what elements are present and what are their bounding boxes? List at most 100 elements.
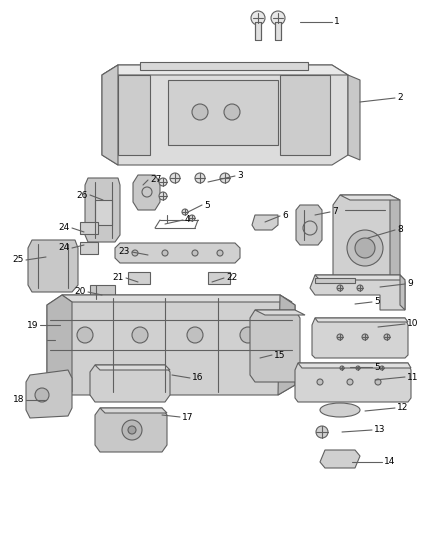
Polygon shape: [250, 310, 300, 382]
Circle shape: [77, 327, 93, 343]
Text: 5: 5: [374, 362, 380, 372]
Text: 3: 3: [237, 172, 243, 181]
Polygon shape: [28, 240, 78, 292]
Polygon shape: [310, 275, 405, 310]
Bar: [208, 272, 230, 284]
Circle shape: [195, 173, 205, 183]
Polygon shape: [252, 215, 278, 230]
Text: 11: 11: [407, 373, 418, 382]
Polygon shape: [47, 295, 72, 392]
Polygon shape: [390, 195, 400, 292]
Polygon shape: [348, 75, 360, 160]
Text: 10: 10: [407, 319, 418, 328]
Text: 13: 13: [374, 425, 385, 434]
Circle shape: [187, 327, 203, 343]
Polygon shape: [298, 363, 411, 368]
Circle shape: [357, 285, 363, 291]
Polygon shape: [115, 243, 240, 263]
Text: 15: 15: [274, 351, 286, 359]
Text: 25: 25: [13, 255, 24, 264]
Text: 23: 23: [119, 247, 130, 256]
Text: 19: 19: [27, 320, 38, 329]
Circle shape: [347, 230, 383, 266]
Bar: [95, 200, 112, 225]
Polygon shape: [340, 195, 400, 200]
Polygon shape: [296, 205, 322, 245]
Text: 22: 22: [226, 273, 237, 282]
Circle shape: [224, 104, 240, 120]
Circle shape: [271, 11, 285, 25]
Circle shape: [355, 238, 375, 258]
Circle shape: [192, 104, 208, 120]
Circle shape: [159, 192, 167, 200]
Bar: [80, 222, 98, 234]
Text: 12: 12: [397, 403, 408, 413]
Polygon shape: [26, 370, 72, 418]
Ellipse shape: [320, 403, 360, 417]
Text: 26: 26: [77, 190, 88, 199]
Text: 4: 4: [185, 215, 191, 224]
Text: 5: 5: [204, 200, 210, 209]
Text: 1: 1: [334, 18, 340, 27]
Polygon shape: [312, 318, 408, 358]
Circle shape: [162, 250, 168, 256]
Bar: [275, 22, 281, 40]
Polygon shape: [295, 363, 411, 402]
Circle shape: [375, 379, 381, 385]
Circle shape: [132, 250, 138, 256]
Circle shape: [128, 426, 136, 434]
Circle shape: [189, 215, 195, 221]
Text: 16: 16: [192, 374, 204, 383]
Polygon shape: [400, 275, 405, 310]
Bar: [80, 242, 98, 254]
Text: 2: 2: [397, 93, 403, 102]
Bar: [315, 278, 355, 283]
Text: 24: 24: [59, 244, 70, 253]
Polygon shape: [102, 65, 348, 165]
Text: 14: 14: [384, 457, 396, 466]
Polygon shape: [95, 365, 170, 370]
Polygon shape: [315, 275, 405, 280]
Circle shape: [182, 209, 188, 215]
Polygon shape: [100, 408, 167, 413]
Polygon shape: [280, 75, 330, 155]
Polygon shape: [133, 175, 160, 210]
Text: 17: 17: [182, 413, 194, 422]
Polygon shape: [320, 450, 360, 468]
Circle shape: [362, 334, 368, 340]
Circle shape: [337, 334, 343, 340]
Circle shape: [217, 250, 223, 256]
Polygon shape: [333, 195, 398, 292]
Bar: [90, 285, 115, 299]
Bar: [168, 80, 278, 145]
Text: 9: 9: [407, 279, 413, 288]
Circle shape: [122, 420, 142, 440]
Circle shape: [132, 327, 148, 343]
Polygon shape: [118, 75, 150, 155]
Polygon shape: [102, 65, 118, 165]
Polygon shape: [255, 310, 305, 315]
Text: 24: 24: [59, 223, 70, 232]
Polygon shape: [62, 295, 292, 302]
Circle shape: [347, 379, 353, 385]
Circle shape: [251, 11, 265, 25]
Polygon shape: [85, 178, 120, 242]
Circle shape: [316, 426, 328, 438]
Circle shape: [220, 173, 230, 183]
Circle shape: [317, 379, 323, 385]
Polygon shape: [47, 295, 295, 395]
Polygon shape: [278, 295, 295, 395]
Bar: [255, 22, 261, 40]
Text: 5: 5: [374, 297, 380, 306]
Text: 20: 20: [74, 287, 86, 296]
Circle shape: [192, 250, 198, 256]
Circle shape: [159, 178, 167, 186]
Circle shape: [35, 388, 49, 402]
Text: 21: 21: [113, 273, 124, 282]
Bar: [128, 272, 150, 284]
Circle shape: [240, 327, 256, 343]
Bar: [140, 62, 308, 70]
Text: 6: 6: [282, 212, 288, 221]
Circle shape: [337, 285, 343, 291]
Polygon shape: [315, 318, 408, 322]
